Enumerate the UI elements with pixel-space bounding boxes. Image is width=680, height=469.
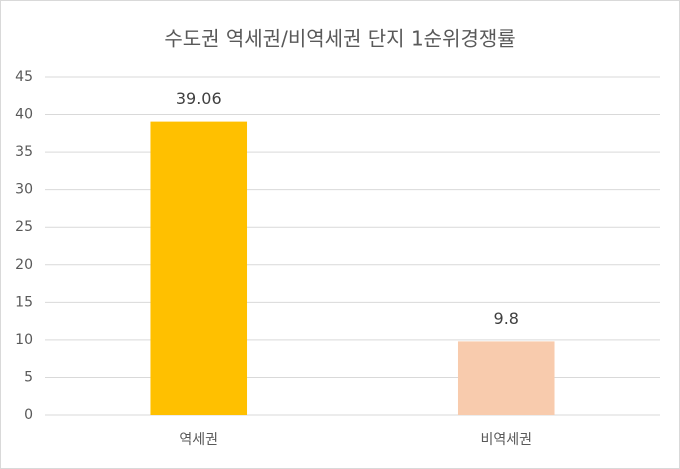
- y-tick-label: 25: [15, 219, 33, 235]
- y-tick-label: 35: [15, 144, 33, 160]
- chart-title: 수도권 역세권/비역세권 단지 1순위경쟁률: [164, 27, 515, 51]
- y-tick-label: 30: [15, 182, 33, 198]
- data-label: 39.06: [176, 89, 222, 108]
- y-tick-label: 40: [15, 107, 33, 123]
- y-tick-label: 20: [15, 257, 33, 273]
- y-tick-label: 0: [24, 407, 33, 423]
- bar: [150, 121, 248, 415]
- data-label: 9.8: [494, 309, 519, 328]
- x-tick-label: 역세권: [179, 432, 218, 448]
- y-tick-label: 45: [15, 69, 33, 85]
- bar: [457, 341, 555, 415]
- x-tick-label: 비역세권: [480, 432, 532, 448]
- y-tick-label: 15: [15, 294, 33, 310]
- y-tick-label: 5: [24, 369, 33, 385]
- y-tick-label: 10: [15, 332, 33, 348]
